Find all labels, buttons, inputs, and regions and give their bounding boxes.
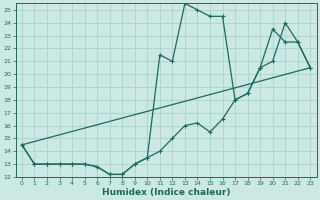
X-axis label: Humidex (Indice chaleur): Humidex (Indice chaleur)	[102, 188, 230, 197]
